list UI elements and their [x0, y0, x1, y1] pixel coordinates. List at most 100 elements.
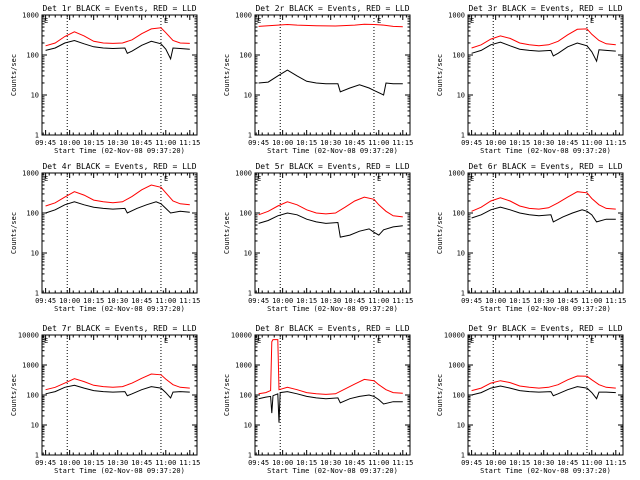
x-tick-label: 11:00 [368, 459, 389, 467]
x-tick-label: 09:45 [461, 297, 482, 305]
x-tick-label: 10:45 [557, 297, 578, 305]
y-tick-label: 10 [31, 92, 39, 100]
y-tick-label: 10 [31, 422, 39, 430]
x-tick-label: 10:15 [296, 459, 317, 467]
y-axis-label: Counts/sec [223, 54, 231, 96]
x-tick-label: 11:15 [392, 297, 413, 305]
x-axis-label: Start Time (02-Nov-08 09:37:20) [54, 305, 185, 313]
plot-frame [254, 172, 411, 294]
series-events-line [258, 391, 403, 423]
y-tick-label: 1000 [448, 170, 465, 178]
x-axis-label: Start Time (02-Nov-08 09:37:20) [480, 467, 611, 475]
y-tick-label: 1000 [235, 362, 252, 370]
y-tick-label: 1 [35, 290, 39, 298]
y-tick-label: 1000 [22, 12, 39, 20]
x-tick-label: 09:45 [461, 139, 482, 147]
x-tick-label: 11:00 [368, 139, 389, 147]
x-axis-label: Start Time (02-Nov-08 09:37:20) [54, 467, 185, 475]
y-tick-label: 100 [26, 392, 39, 400]
panel-det-7: Det 7r BLACK = Events, RED = LLD 1 10 100 10… [10, 324, 200, 475]
x-tick-label: 10:30 [320, 459, 341, 467]
y-tick-label: 1000 [235, 170, 252, 178]
y-axis-label: Counts/sec [10, 54, 18, 96]
panel-det-4: Det 4r BLACK = Events, RED = LLD 1 10 100 10… [10, 162, 200, 313]
x-tick-label: 10:15 [83, 297, 104, 305]
x-tick-label: 11:00 [581, 139, 602, 147]
x-axis-label: Start Time (02-Nov-08 09:37:20) [267, 467, 398, 475]
plot-frame [41, 172, 198, 294]
plot-frame [41, 334, 198, 456]
y-tick-label: 1 [461, 132, 465, 140]
x-tick-label: 11:00 [581, 297, 602, 305]
series-events-line [471, 206, 616, 223]
series-lld-line [45, 27, 190, 47]
y-axis-label: Counts/sec [10, 212, 18, 254]
x-tick-label: 10:45 [557, 459, 578, 467]
y-axis-label: Counts/sec [10, 374, 18, 416]
x-tick-label: 09:45 [35, 139, 56, 147]
x-tick-label: 11:15 [179, 139, 200, 147]
e-marker-left: E [470, 175, 474, 183]
x-tick-label: 10:45 [344, 297, 365, 305]
y-tick-label: 10 [457, 422, 465, 430]
x-axis-label: Start Time (02-Nov-08 09:37:20) [267, 147, 398, 155]
x-tick-label: 10:30 [533, 459, 554, 467]
x-axis-label: Start Time (02-Nov-08 09:37:20) [54, 147, 185, 155]
y-tick-label: 10 [457, 250, 465, 258]
e-marker-left: E [470, 337, 474, 345]
panel-det-6: Det 6r BLACK = Events, RED = LLD 1 10 100 10… [436, 162, 626, 313]
x-tick-label: 10:45 [344, 139, 365, 147]
y-axis-label: Counts/sec [436, 212, 444, 254]
panel-det-3: Det 3r BLACK = Events, RED = LLD 1 10 100 10… [436, 4, 626, 155]
x-axis-label: Start Time (02-Nov-08 09:37:20) [480, 147, 611, 155]
y-tick-label: 1 [248, 290, 252, 298]
series-lld-line [45, 373, 190, 391]
y-tick-label: 100 [452, 210, 465, 218]
e-marker-right: E [164, 175, 168, 183]
panel-title: Det 9r BLACK = Events, RED = LLD [468, 324, 622, 333]
y-tick-label: 100 [26, 210, 39, 218]
x-tick-label: 09:45 [35, 297, 56, 305]
x-tick-label: 11:00 [155, 297, 176, 305]
x-tick-label: 10:15 [83, 139, 104, 147]
x-tick-label: 10:45 [131, 139, 152, 147]
series-lld-line [258, 339, 403, 395]
x-tick-label: 11:15 [605, 297, 626, 305]
e-marker-right: E [377, 175, 381, 183]
x-tick-label: 10:00 [272, 297, 293, 305]
y-tick-label: 1000 [448, 362, 465, 370]
y-tick-label: 10000 [18, 332, 39, 340]
x-tick-label: 09:45 [35, 459, 56, 467]
y-tick-label: 100 [239, 392, 252, 400]
x-tick-label: 11:15 [392, 139, 413, 147]
e-marker-right: E [590, 17, 594, 25]
e-marker-right: E [377, 337, 381, 345]
x-axis-label: Start Time (02-Nov-08 09:37:20) [267, 305, 398, 313]
x-tick-label: 10:15 [509, 459, 530, 467]
x-tick-label: 10:15 [296, 297, 317, 305]
x-axis-label: Start Time (02-Nov-08 09:37:20) [480, 305, 611, 313]
x-tick-label: 11:00 [155, 139, 176, 147]
e-marker-left: E [257, 337, 261, 345]
panel-det-1: Det 1r BLACK = Events, RED = LLD 1 10 100 10… [10, 4, 200, 155]
panel-title: Det 5r BLACK = Events, RED = LLD [255, 162, 409, 171]
e-marker-left: E [257, 17, 261, 25]
x-tick-label: 10:00 [272, 139, 293, 147]
panel-det-2: Det 2r BLACK = Events, RED = LLD 1 10 100 10… [223, 4, 413, 155]
y-tick-label: 10 [244, 250, 252, 258]
y-tick-label: 10000 [231, 332, 252, 340]
x-tick-label: 10:30 [107, 297, 128, 305]
x-tick-label: 09:45 [248, 459, 269, 467]
x-tick-label: 10:30 [107, 459, 128, 467]
x-tick-label: 10:45 [131, 297, 152, 305]
plot-frame [254, 14, 411, 136]
plot-frame [467, 334, 624, 456]
series-events-line [45, 39, 190, 61]
x-tick-label: 10:00 [59, 459, 80, 467]
y-tick-label: 1000 [235, 12, 252, 20]
x-tick-label: 10:45 [344, 459, 365, 467]
x-tick-label: 10:30 [320, 139, 341, 147]
panel-title: Det 2r BLACK = Events, RED = LLD [255, 4, 409, 13]
x-tick-label: 10:00 [485, 297, 506, 305]
panel-det-9: Det 9r BLACK = Events, RED = LLD 1 10 100 10… [436, 324, 626, 475]
